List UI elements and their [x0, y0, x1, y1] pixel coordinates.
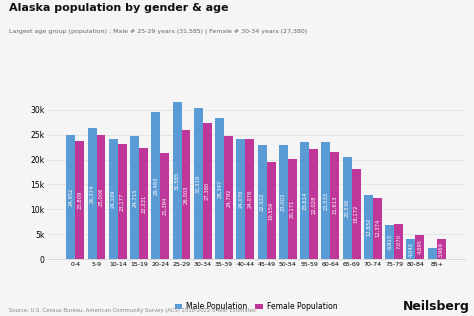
- Text: 23,614: 23,614: [302, 191, 307, 210]
- Bar: [118, 144, 127, 259]
- Text: 27,380: 27,380: [205, 182, 210, 200]
- Text: 3,969: 3,969: [438, 242, 444, 257]
- Bar: [428, 248, 437, 259]
- Text: Neilsberg: Neilsberg: [402, 300, 469, 313]
- Text: 4,895: 4,895: [417, 240, 422, 254]
- Text: 20,171: 20,171: [290, 200, 295, 218]
- Text: 23,533: 23,533: [323, 191, 328, 210]
- Text: 31,585: 31,585: [174, 171, 180, 190]
- Bar: [321, 142, 330, 259]
- Bar: [139, 149, 148, 259]
- Bar: [364, 195, 373, 259]
- Bar: [88, 128, 97, 259]
- Bar: [194, 108, 203, 259]
- Text: 23,003: 23,003: [281, 193, 286, 211]
- Bar: [343, 157, 352, 259]
- Bar: [258, 145, 266, 259]
- Text: 21,613: 21,613: [332, 196, 337, 215]
- Bar: [373, 198, 382, 259]
- Bar: [215, 118, 224, 259]
- Text: 18,172: 18,172: [354, 205, 358, 223]
- Bar: [394, 224, 403, 259]
- Bar: [437, 239, 446, 259]
- Bar: [130, 136, 139, 259]
- Text: 4,042: 4,042: [409, 241, 413, 257]
- Bar: [173, 102, 182, 259]
- Bar: [182, 130, 191, 259]
- Bar: [66, 135, 75, 259]
- Text: 30,319: 30,319: [196, 174, 201, 193]
- Text: 12,374: 12,374: [375, 219, 380, 238]
- Text: 22,922: 22,922: [260, 193, 264, 211]
- Bar: [75, 141, 84, 259]
- Text: 24,792: 24,792: [226, 188, 231, 207]
- Text: Largest age group (population) : Male # 25-29 years (31,585) | Female # 30-34 ye: Largest age group (population) : Male # …: [9, 28, 308, 34]
- Legend: Male Population, Female Population: Male Population, Female Population: [172, 299, 340, 314]
- Text: 26,003: 26,003: [183, 185, 189, 204]
- Text: 24,952: 24,952: [68, 188, 73, 206]
- Bar: [288, 159, 297, 259]
- Text: 22,231: 22,231: [141, 195, 146, 213]
- Bar: [203, 123, 212, 259]
- Text: 23,809: 23,809: [77, 191, 82, 209]
- Bar: [224, 136, 233, 259]
- Bar: [151, 112, 160, 259]
- Text: 7,070: 7,070: [396, 234, 401, 249]
- Text: Source: U.S. Census Bureau, American Community Survey (ACS) 2018-2022 5-Year Est: Source: U.S. Census Bureau, American Com…: [9, 308, 256, 313]
- Text: 24,715: 24,715: [132, 188, 137, 207]
- Text: 24,076: 24,076: [238, 190, 243, 209]
- Bar: [97, 135, 106, 259]
- Bar: [266, 162, 275, 259]
- Bar: [160, 153, 169, 259]
- Bar: [309, 149, 318, 259]
- Bar: [300, 142, 309, 259]
- Text: 12,832: 12,832: [366, 218, 371, 236]
- Text: 28,347: 28,347: [217, 179, 222, 198]
- Bar: [385, 225, 394, 259]
- Text: 20,536: 20,536: [345, 199, 350, 217]
- Bar: [330, 151, 339, 259]
- Text: 6,913: 6,913: [387, 234, 392, 249]
- Text: 26,374: 26,374: [90, 184, 95, 203]
- Bar: [246, 139, 254, 259]
- Text: 19,556: 19,556: [269, 201, 273, 220]
- Bar: [109, 139, 118, 259]
- Bar: [279, 145, 288, 259]
- Text: 24,076: 24,076: [247, 190, 252, 209]
- Text: 24,199: 24,199: [111, 190, 116, 208]
- Text: 29,483: 29,483: [154, 177, 158, 195]
- Text: 22,028: 22,028: [311, 195, 316, 214]
- Text: Alaska population by gender & age: Alaska population by gender & age: [9, 3, 229, 13]
- Bar: [237, 139, 246, 259]
- Text: 21,394: 21,394: [162, 197, 167, 215]
- Bar: [352, 169, 361, 259]
- Bar: [415, 235, 424, 259]
- Text: 25,006: 25,006: [99, 188, 103, 206]
- Text: 23,177: 23,177: [120, 192, 125, 210]
- Bar: [406, 239, 415, 259]
